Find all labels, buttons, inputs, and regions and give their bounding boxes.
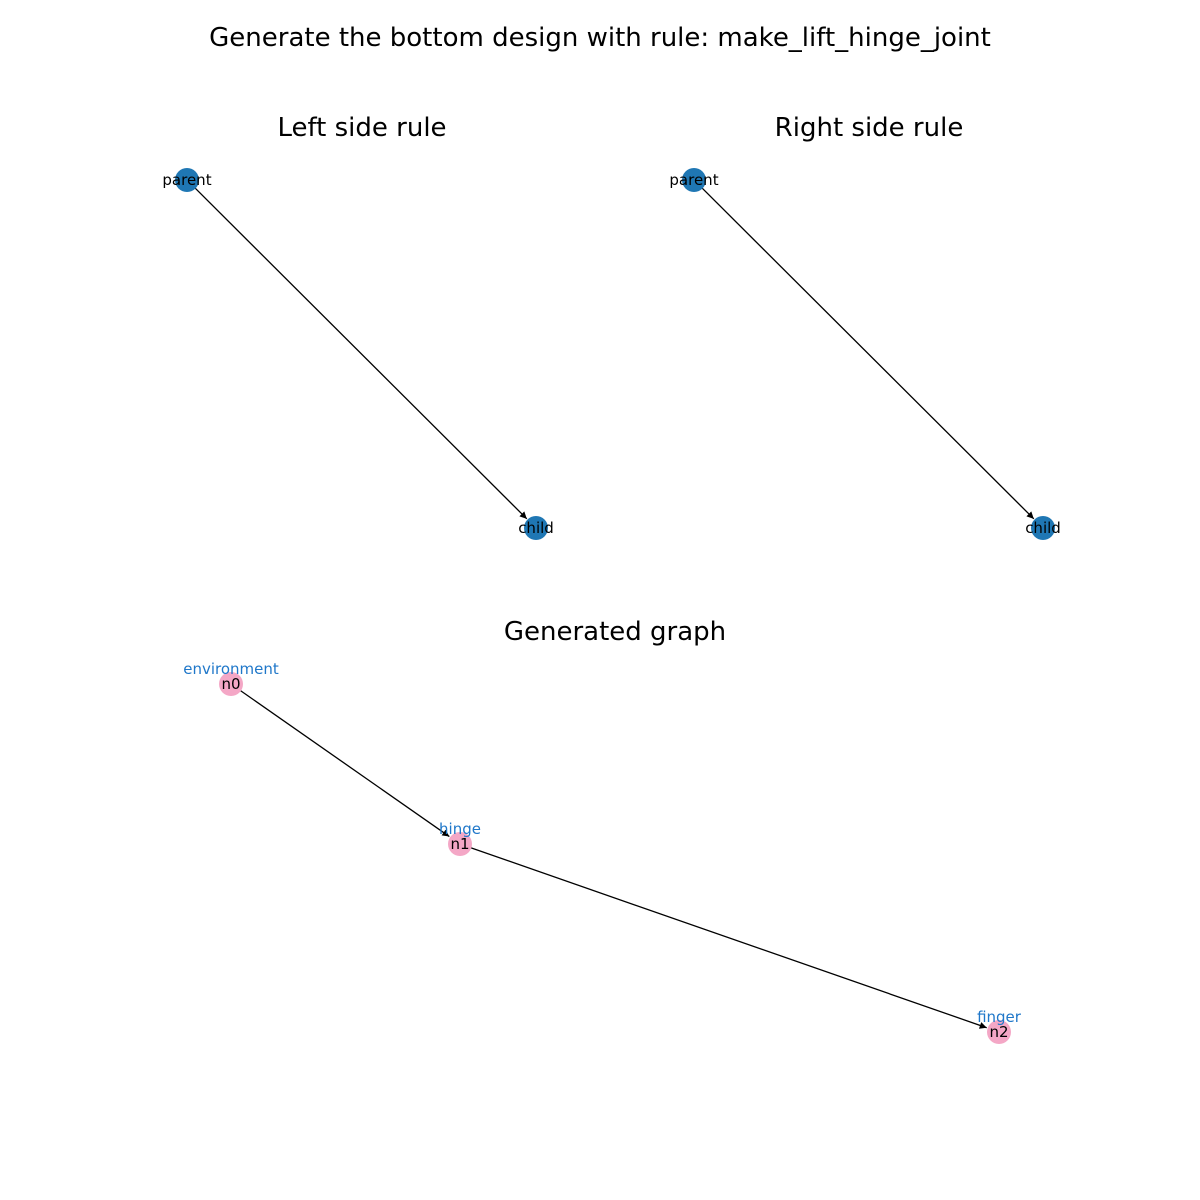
right-side-rule-panel: Right side rule parent child bbox=[669, 113, 1061, 540]
generated-edges bbox=[236, 687, 987, 1029]
node-parent: parent bbox=[669, 168, 719, 192]
node-type-label: environment bbox=[183, 660, 279, 678]
node-circle bbox=[1031, 516, 1055, 540]
node-child: child bbox=[518, 516, 554, 540]
node-circle bbox=[448, 832, 472, 856]
right-nodes: parent child bbox=[669, 168, 1061, 540]
node-circle bbox=[175, 168, 199, 192]
edge-n1-to-n2 bbox=[466, 845, 987, 1029]
left-panel-title: Left side rule bbox=[277, 113, 446, 143]
node-child: child bbox=[1025, 516, 1061, 540]
node-type-label: hinge bbox=[439, 820, 481, 838]
figure-title: Generate the bottom design with rule: ma… bbox=[209, 23, 991, 53]
left-nodes: parent child bbox=[162, 168, 554, 540]
node-parent: parent bbox=[162, 168, 212, 192]
edge-n0-to-n1 bbox=[236, 687, 450, 838]
node-label: parent bbox=[669, 171, 718, 189]
right-edges bbox=[698, 184, 1035, 520]
generated-panel-title: Generated graph bbox=[504, 617, 726, 647]
right-panel-title: Right side rule bbox=[775, 113, 964, 143]
node-circle bbox=[219, 672, 243, 696]
edge-parent-to-child bbox=[698, 184, 1035, 520]
node-label: n2 bbox=[989, 1023, 1008, 1041]
left-edges bbox=[191, 184, 528, 520]
node-circle bbox=[524, 516, 548, 540]
node-circle bbox=[682, 168, 706, 192]
node-label: child bbox=[1025, 519, 1061, 537]
node-label: n0 bbox=[221, 675, 240, 693]
node-label: parent bbox=[162, 171, 211, 189]
left-side-rule-panel: Left side rule parent child bbox=[162, 113, 554, 540]
node-type-label: finger bbox=[977, 1008, 1022, 1026]
node-label: n1 bbox=[450, 835, 469, 853]
node-circle bbox=[987, 1020, 1011, 1044]
edge-parent-to-child bbox=[191, 184, 528, 520]
node-label: child bbox=[518, 519, 554, 537]
